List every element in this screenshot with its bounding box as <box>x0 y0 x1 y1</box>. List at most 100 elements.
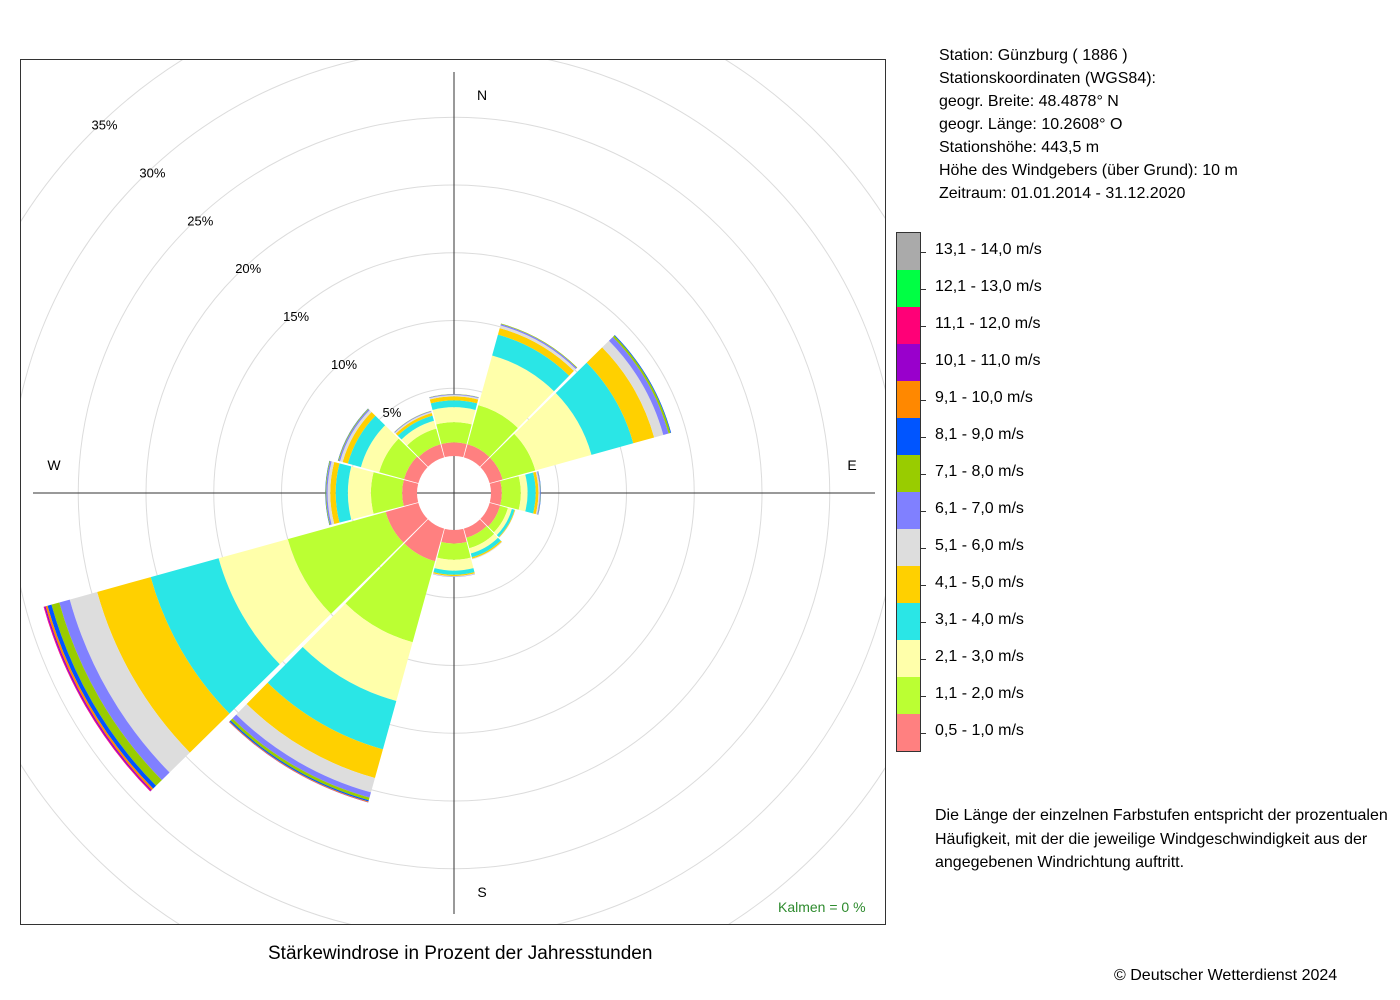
legend-tick <box>920 695 926 697</box>
sector-240-class-6 <box>59 599 170 781</box>
legend-swatch <box>897 418 920 455</box>
sector-180-class-4 <box>433 572 475 577</box>
legend-label: 11,1 - 12,0 m/s <box>935 314 1041 332</box>
legend-tick <box>920 732 926 734</box>
legend-swatch <box>897 566 920 603</box>
legend-tick <box>920 399 926 401</box>
legend-tick <box>920 251 926 253</box>
station-latitude: geogr. Breite: 48.4878° N <box>939 93 1119 110</box>
legend-tick <box>920 436 926 438</box>
calm-label: Kalmen = 0 % <box>778 899 866 915</box>
sector-60-class-2 <box>514 392 592 471</box>
legend-label: 4,1 - 5,0 m/s <box>935 573 1024 591</box>
sector-0-class-1 <box>436 422 472 445</box>
sector-300-class-3 <box>347 415 386 468</box>
legend-swatch <box>897 381 920 418</box>
sector-210-class-4 <box>246 682 383 779</box>
grid-circle-30 <box>21 60 885 924</box>
sector-210-class-6 <box>232 714 371 798</box>
sector-150-class-4 <box>471 540 502 559</box>
sector-210-class-5 <box>236 703 375 793</box>
legend-swatch <box>897 344 920 381</box>
sector-330-class-5 <box>394 411 432 434</box>
sector-30-class-0 <box>463 444 490 467</box>
legend-label: 5,1 - 6,0 m/s <box>935 536 1024 554</box>
sector-0-class-6 <box>429 394 479 399</box>
legend-tick <box>920 510 926 512</box>
sector-120-class-1 <box>488 505 508 533</box>
radial-tick-label-25: 25% <box>187 213 213 228</box>
legend-swatch <box>897 270 920 307</box>
sector-90-class-5 <box>535 471 540 515</box>
sector-300-class-2 <box>360 425 399 473</box>
sector-330-class-1 <box>407 428 441 457</box>
sector-0-class-5 <box>429 395 479 400</box>
sector-60-class-0 <box>480 457 503 484</box>
legend-tick <box>920 473 926 475</box>
legend-label: 7,1 - 8,0 m/s <box>935 462 1024 480</box>
sector-30-class-4 <box>497 328 574 376</box>
speed-legend-colorbar <box>896 232 926 752</box>
sector-90-class-0 <box>489 481 502 505</box>
compass-label-e: E <box>847 457 856 473</box>
sector-180-class-2 <box>434 557 474 571</box>
radial-tick-label-5: 5% <box>383 405 402 420</box>
sector-270-class-3 <box>335 463 352 523</box>
sector-90-class-4 <box>533 471 539 515</box>
sector-30-class-1 <box>467 405 518 457</box>
legend-swatch <box>897 677 920 714</box>
grid-circle-35 <box>21 60 885 924</box>
legend-label: 13,1 - 14,0 m/s <box>935 240 1042 258</box>
sector-90-class-1 <box>500 476 521 510</box>
sector-90-class-6 <box>537 471 541 515</box>
legend-swatch <box>897 714 920 751</box>
sector-270-class-2 <box>347 466 374 520</box>
sector-0-class-7 <box>429 394 479 398</box>
sector-0-class-0 <box>441 442 467 458</box>
sector-270-class-8 <box>325 460 330 526</box>
legend-swatch <box>897 640 920 677</box>
sector-0-class-2 <box>432 407 476 425</box>
station-name: Station: Günzburg ( 1886 ) <box>939 47 1128 64</box>
sector-210-class-3 <box>267 646 397 750</box>
sector-270-class-7 <box>325 460 331 526</box>
sector-270-class-0 <box>402 480 419 506</box>
sector-0-class-3 <box>430 400 478 410</box>
station-info: Station: Günzburg ( 1886 ) Stationskoord… <box>939 44 1238 205</box>
sector-270-class-5 <box>327 461 335 525</box>
station-elevation: Stationshöhe: 443,5 m <box>939 139 1100 156</box>
sector-330-class-0 <box>418 444 445 467</box>
sector-180-class-3 <box>433 568 475 575</box>
sector-240-class-5 <box>69 591 190 773</box>
sector-90-class-7 <box>537 471 541 515</box>
sector-330-class-4 <box>395 412 433 436</box>
sector-210-class-2 <box>302 603 413 702</box>
sector-330-class-2 <box>401 420 437 446</box>
legend-swatch <box>897 307 920 344</box>
sector-270-class-6 <box>326 461 332 525</box>
legend-label: 10,1 - 11,0 m/s <box>935 351 1041 369</box>
legend-label: 12,1 - 13,0 m/s <box>935 277 1042 295</box>
legend-tick <box>920 621 926 623</box>
radial-tick-label-35: 35% <box>91 117 117 132</box>
legend-label: 2,1 - 3,0 m/s <box>935 647 1024 665</box>
legend-tick <box>920 547 926 549</box>
sector-120-class-3 <box>496 509 515 537</box>
wind-rose-chart: 5% 10% 15% 20% 25% 30% 35% N S E W <box>21 60 885 924</box>
legend-swatch <box>897 529 920 566</box>
sector-150-class-3 <box>470 537 501 558</box>
sector-330-class-3 <box>397 415 434 440</box>
sector-30-class-3 <box>492 334 570 392</box>
legend-tick <box>920 584 926 586</box>
sector-270-class-4 <box>330 462 340 524</box>
legend-swatch <box>897 492 920 529</box>
sector-150-class-0 <box>463 519 487 538</box>
sector-300-class-0 <box>403 456 428 484</box>
legend-swatch <box>897 455 920 492</box>
legend-label: 9,1 - 10,0 m/s <box>935 388 1033 406</box>
sector-240-class-1 <box>287 511 404 614</box>
station-coords-heading: Stationskoordinaten (WGS84): <box>939 70 1156 87</box>
sector-150-class-2 <box>469 533 498 554</box>
legend-label: 3,1 - 4,0 m/s <box>935 610 1024 628</box>
compass-label-s: S <box>477 884 486 900</box>
